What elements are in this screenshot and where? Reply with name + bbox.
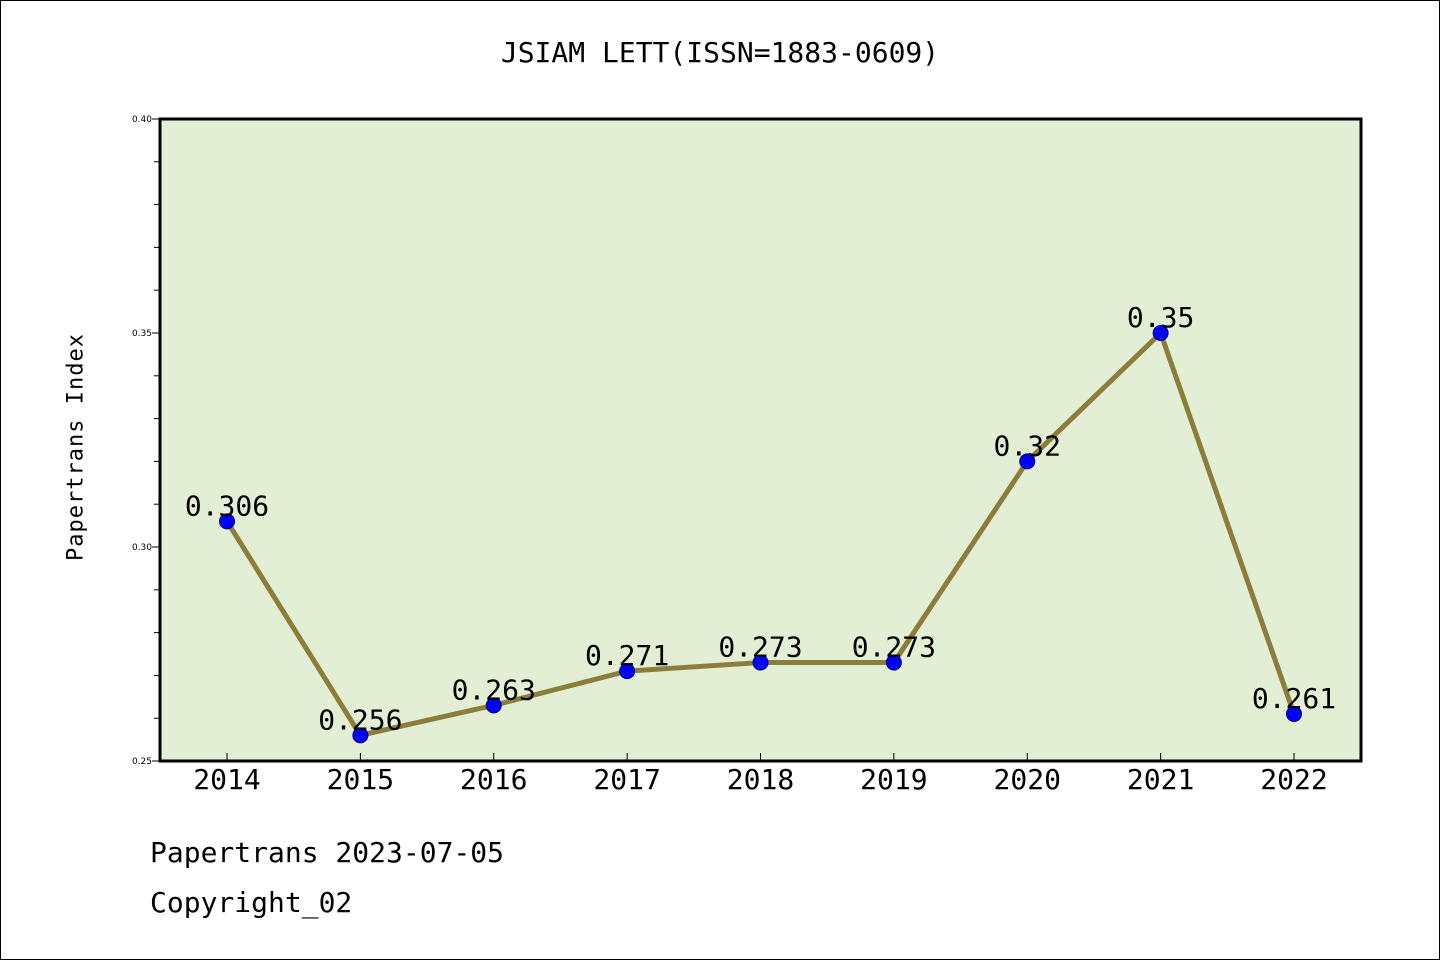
- data-point: [752, 654, 769, 671]
- data-labels: 0.306 0.256 0.263 0.271 0.273 0.273 0.32 0.35 0.…: [185, 301, 1336, 736]
- x-tick-label: 2015: [327, 763, 394, 796]
- chart-title: JSIAM LETT(ISSN=1883-0609): [500, 36, 940, 69]
- plot-area: [158, 117, 1363, 763]
- x-tick-label: 2020: [994, 763, 1061, 796]
- y-tick-label: 0.40: [132, 115, 152, 125]
- data-label: 0.32: [994, 429, 1061, 462]
- x-tick-label: 2018: [727, 763, 794, 796]
- data-label: 0.261: [1252, 682, 1336, 715]
- data-point: [1152, 325, 1169, 341]
- y-tick-label: 0.30: [132, 543, 152, 553]
- x-axis-ticks: 2014 2015 2016 2017 2018 2019 2020 2021 2022: [193, 753, 1328, 796]
- data-point: [885, 654, 902, 671]
- data-point: [619, 663, 636, 680]
- data-label: 0.273: [852, 631, 936, 664]
- data-label: 0.263: [452, 673, 536, 706]
- data-label: 0.35: [1127, 301, 1194, 334]
- x-tick-label: 2019: [860, 763, 927, 796]
- x-tick-label: 2021: [1127, 763, 1194, 796]
- y-axis-ticks: 0.25 0.30 0.35 0.40: [132, 115, 160, 767]
- series-markers: [219, 325, 1302, 744]
- data-point: [1019, 453, 1036, 470]
- data-point: [352, 727, 369, 744]
- data-point: [219, 513, 235, 530]
- data-point: [485, 697, 502, 714]
- data-point: [1286, 705, 1302, 722]
- x-tick-label: 2016: [460, 763, 527, 796]
- footer-source: Papertrans 2023-07-05: [150, 836, 505, 869]
- data-label: 0.273: [718, 631, 802, 664]
- data-label: 0.306: [185, 489, 269, 522]
- x-tick-label: 2022: [1260, 763, 1327, 796]
- x-tick-label: 2014: [193, 763, 260, 796]
- x-tick-label: 2017: [593, 763, 660, 796]
- y-tick-label: 0.35: [132, 329, 152, 339]
- y-tick-label: 0.25: [132, 757, 152, 767]
- data-label: 0.271: [585, 639, 669, 672]
- footer-copyright: Copyright_02: [150, 886, 353, 919]
- data-label: 0.256: [318, 703, 402, 736]
